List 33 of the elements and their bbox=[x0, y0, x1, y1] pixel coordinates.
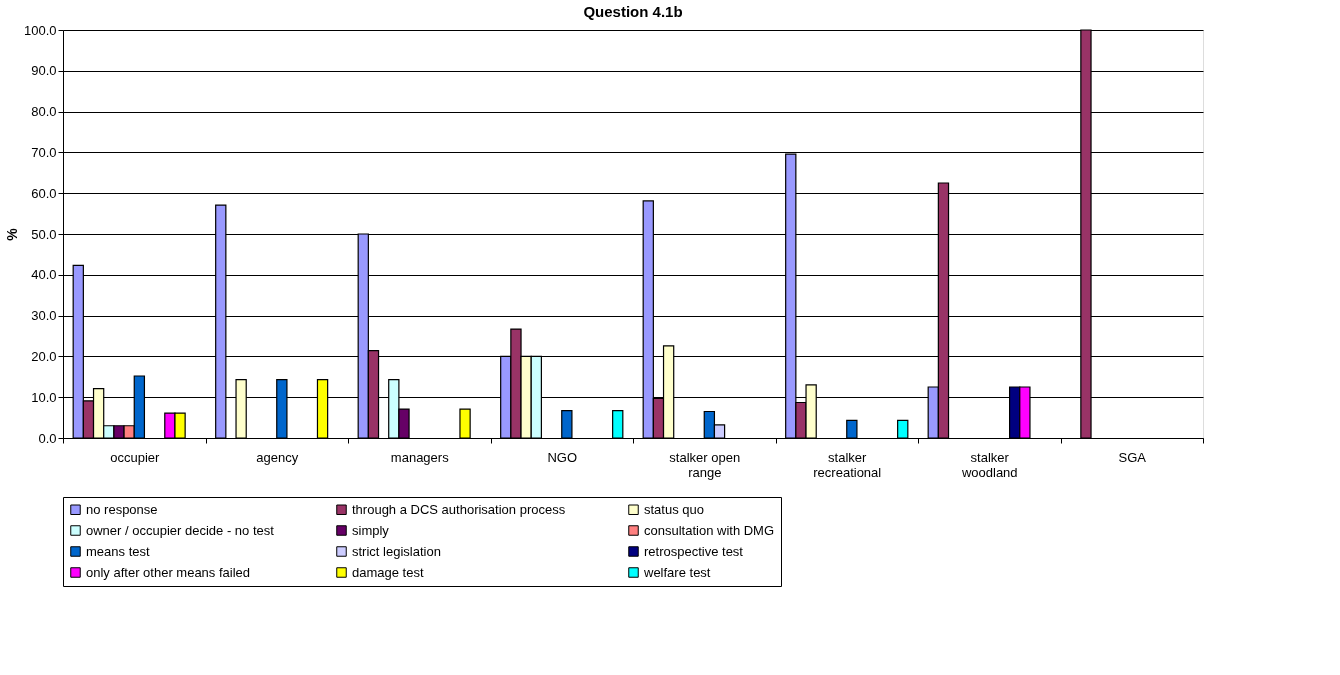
x-tick-label: agency bbox=[256, 449, 299, 465]
y-tick-label: 50.0 bbox=[31, 226, 57, 242]
legend-label: owner / occupier decide - no test bbox=[86, 522, 275, 538]
x-tick-label: stalker woodland bbox=[960, 449, 1018, 480]
y-tick-label: 60.0 bbox=[31, 185, 57, 201]
legend-label: damage test bbox=[352, 564, 424, 580]
x-tick-label: SGA bbox=[1118, 449, 1147, 465]
x-tick-label: stalker open range bbox=[669, 449, 741, 480]
x-tick-label: NGO bbox=[547, 449, 578, 465]
y-tick-label: 70.0 bbox=[31, 144, 57, 160]
y-axis-title: % bbox=[3, 227, 20, 241]
y-tick-label: 80.0 bbox=[31, 104, 57, 120]
y-tick-label: 40.0 bbox=[31, 267, 57, 283]
legend-label: retrospective test bbox=[644, 543, 744, 559]
y-tick-label: 0.0 bbox=[38, 430, 57, 446]
y-tick-label: 30.0 bbox=[31, 308, 57, 324]
legend-label: consultation with DMG bbox=[644, 522, 775, 538]
y-tick-label: 10.0 bbox=[31, 389, 57, 405]
y-tick-label: 20.0 bbox=[31, 348, 57, 364]
x-tick-label: managers bbox=[390, 449, 450, 465]
y-tick-label: 90.0 bbox=[31, 63, 57, 79]
chart-title: Question 4.1b bbox=[583, 3, 683, 20]
x-tick-label: stalker recreational bbox=[813, 449, 882, 480]
legend-label: no response bbox=[86, 501, 158, 517]
legend-label: only after other means failed bbox=[86, 564, 251, 580]
legend-label: status quo bbox=[644, 501, 704, 517]
x-tick-label: occupier bbox=[110, 449, 160, 465]
legend-label: through a DCS authorisation process bbox=[352, 501, 566, 517]
legend-label: welfare test bbox=[643, 564, 711, 580]
y-tick-label: 100.0 bbox=[23, 22, 57, 38]
legend-label: means test bbox=[86, 543, 150, 559]
legend-label: simply bbox=[352, 522, 390, 538]
legend-label: strict legislation bbox=[352, 543, 441, 559]
